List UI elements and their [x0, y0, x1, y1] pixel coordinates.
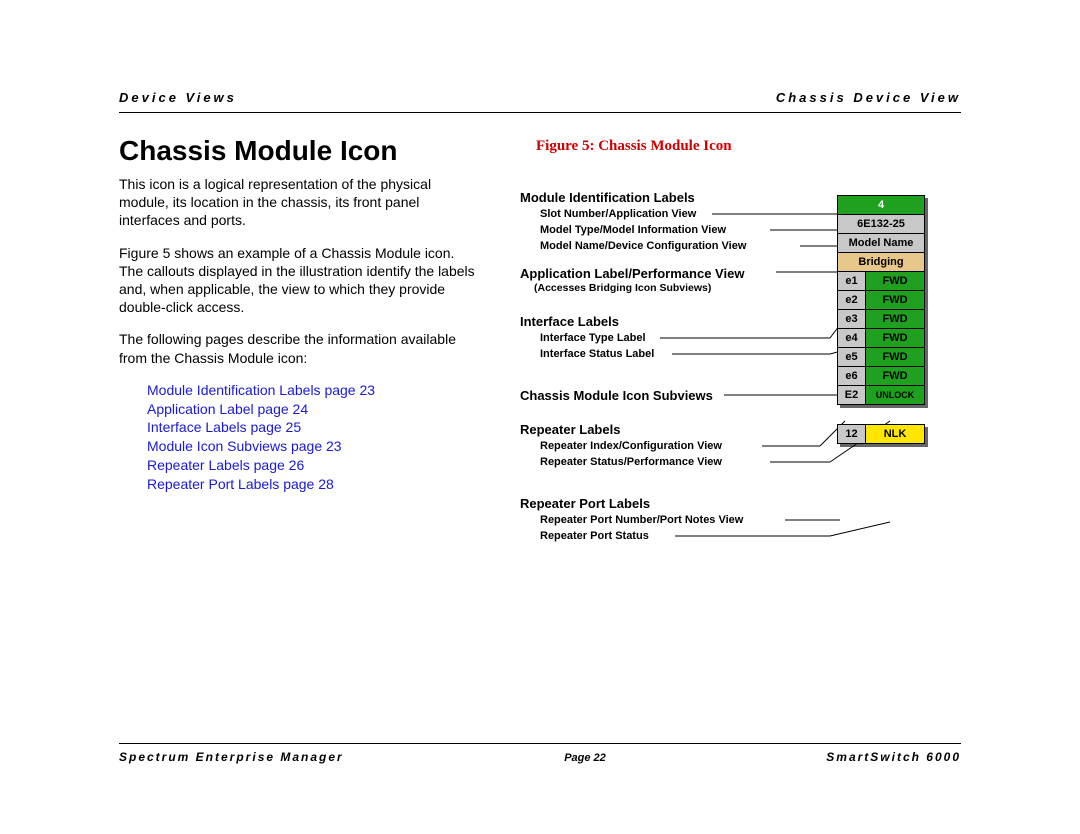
label-rep-index: Repeater Index/Configuration View	[540, 440, 722, 452]
chassis-iface-status: FWD	[866, 272, 924, 290]
chassis-iface-status: FWD	[866, 329, 924, 347]
chassis-iface-row[interactable]: e1FWD	[837, 271, 925, 291]
figure-caption: Figure 5: Chassis Module Icon	[536, 138, 970, 155]
footer: Spectrum Enterprise Manager Page 22 Smar…	[119, 743, 961, 764]
label-subviews: Chassis Module Icon Subviews	[520, 388, 713, 403]
chassis-iface-name: e1	[838, 272, 866, 290]
header-right: Chassis Device View	[776, 90, 961, 105]
header-left: Device Views	[119, 90, 237, 105]
link-repeater-port[interactable]: Repeater Port Labels page 28	[147, 475, 479, 494]
chassis-iface-status: FWD	[866, 310, 924, 328]
chassis-icon: 4 6E132-25 Model Name Bridging e1FWDe2FW…	[837, 160, 925, 408]
chassis-repeater[interactable]: E2 UNLOCK	[837, 385, 925, 405]
chassis-repeater-status: UNLOCK	[866, 386, 924, 404]
link-app-label[interactable]: Application Label page 24	[147, 400, 479, 419]
footer-left: Spectrum Enterprise Manager	[119, 750, 344, 764]
label-accesses: (Accesses Bridging Icon Subviews)	[534, 282, 711, 294]
chassis-iface-row[interactable]: e4FWD	[837, 328, 925, 348]
right-column: Figure 5: Chassis Module Icon Module Ide…	[520, 138, 970, 173]
link-subviews[interactable]: Module Icon Subviews page 23	[147, 437, 479, 456]
label-model-type: Model Type/Model Information View	[540, 224, 726, 236]
link-module-id[interactable]: Module Identification Labels page 23	[147, 381, 479, 400]
label-iface-status: Interface Status Label	[540, 348, 654, 360]
chassis-port-num: 12	[838, 425, 866, 443]
chassis-iface-row[interactable]: e6FWD	[837, 366, 925, 386]
paragraph-1: This icon is a logical representation of…	[119, 175, 479, 230]
link-list: Module Identification Labels page 23 App…	[147, 381, 479, 494]
chassis-iface-name: e4	[838, 329, 866, 347]
label-app: Application Label/Performance View	[520, 266, 744, 281]
label-rep-port-num: Repeater Port Number/Port Notes View	[540, 514, 743, 526]
paragraph-2: Figure 5 shows an example of a Chassis M…	[119, 244, 479, 317]
label-rep-port: Repeater Port Labels	[520, 496, 650, 511]
label-repeater: Repeater Labels	[520, 422, 620, 437]
chassis-iface-name: e5	[838, 348, 866, 366]
left-column: Chassis Module Icon This icon is a logic…	[119, 135, 479, 494]
chassis-port-status: NLK	[866, 425, 924, 443]
footer-rule	[119, 743, 961, 744]
chassis-port[interactable]: 12 NLK	[837, 424, 925, 444]
chassis-iface-row[interactable]: e3FWD	[837, 309, 925, 329]
chassis-iface-status: FWD	[866, 291, 924, 309]
chassis-iface-row[interactable]: e2FWD	[837, 290, 925, 310]
label-rep-status: Repeater Status/Performance View	[540, 456, 722, 468]
chassis-iface-row[interactable]: e5FWD	[837, 347, 925, 367]
chassis-iface-name: e2	[838, 291, 866, 309]
link-interface[interactable]: Interface Labels page 25	[147, 418, 479, 437]
link-repeater[interactable]: Repeater Labels page 26	[147, 456, 479, 475]
chassis-slot[interactable]: 4	[837, 195, 925, 215]
chassis-app[interactable]: Bridging	[837, 252, 925, 272]
label-module-id: Module Identification Labels	[520, 190, 695, 205]
page: Device Views Chassis Device View Chassis…	[0, 0, 1080, 834]
paragraph-3: The following pages describe the informa…	[119, 330, 479, 366]
label-slot: Slot Number/Application View	[540, 208, 696, 220]
label-rep-port-status: Repeater Port Status	[540, 530, 649, 542]
footer-page: Page 22	[564, 752, 606, 764]
chassis-iface-name: e3	[838, 310, 866, 328]
page-title: Chassis Module Icon	[119, 135, 479, 167]
chassis-iface-status: FWD	[866, 348, 924, 366]
label-model-name: Model Name/Device Configuration View	[540, 240, 746, 252]
chassis-repeater-idx: E2	[838, 386, 866, 404]
chassis-model-type[interactable]: 6E132-25	[837, 214, 925, 234]
chassis-iface-status: FWD	[866, 367, 924, 385]
label-interface: Interface Labels	[520, 314, 619, 329]
footer-right: SmartSwitch 6000	[826, 750, 961, 764]
header-rule	[119, 112, 961, 113]
chassis-iface-name: e6	[838, 367, 866, 385]
label-iface-type: Interface Type Label	[540, 332, 646, 344]
chassis-model-name[interactable]: Model Name	[837, 233, 925, 253]
